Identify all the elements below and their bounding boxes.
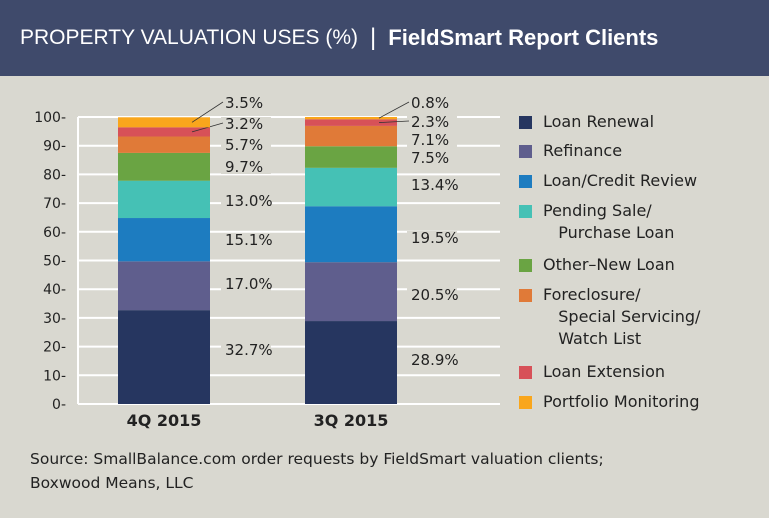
data-label-bg [407, 178, 457, 192]
data-label: 9.7% [225, 158, 263, 176]
data-label: 7.5% [411, 149, 449, 167]
legend-swatch [519, 205, 532, 218]
source-line-2: Boxwood Means, LLC [30, 474, 194, 492]
data-label: 2.3% [411, 113, 449, 131]
bar-segment [118, 261, 210, 311]
bar-segment [305, 125, 397, 147]
bar-segment [305, 117, 397, 120]
bar-segment [118, 152, 210, 181]
data-label-bg [221, 117, 271, 131]
bar-segment [305, 206, 397, 263]
data-label: 15.1% [225, 231, 273, 249]
leader-line [191, 101, 224, 123]
source-line-1: Source: SmallBalance.com order requests … [30, 450, 604, 468]
data-label: 3.2% [225, 115, 263, 133]
data-label-bg [407, 115, 457, 129]
data-label-bg [407, 353, 457, 367]
legend-label: Loan Extension [543, 362, 665, 381]
legend-label: Pending Sale/ Purchase Loan [543, 201, 675, 242]
legend-swatch [519, 145, 532, 158]
data-label: 19.5% [411, 229, 459, 247]
data-label: 32.7% [225, 341, 273, 359]
source-note: Source: SmallBalance.com order requests … [30, 447, 604, 495]
legend-swatch [519, 116, 532, 129]
leader-line [378, 120, 410, 123]
y-tick-label: 10- [43, 368, 66, 384]
bar-segment [118, 127, 210, 137]
data-label-bg [221, 160, 271, 174]
data-label-bg [407, 133, 457, 147]
legend-swatch [519, 289, 532, 302]
bar-segment [305, 146, 397, 168]
y-tick-label: 100- [34, 110, 66, 126]
legend-label: Loan/Credit Review [543, 171, 698, 190]
bar-segment [118, 117, 210, 128]
bar-segment [118, 136, 210, 153]
y-tick-label: 50- [43, 254, 66, 270]
data-label-bg [407, 288, 457, 302]
data-label: 3.5% [225, 94, 263, 112]
legend-label: Loan Renewal [543, 112, 655, 131]
data-label: 28.9% [411, 351, 459, 369]
y-tick-label: 60- [43, 225, 66, 241]
data-label: 0.8% [411, 94, 449, 112]
header-bar: PROPERTY VALUATION USES (%) | FieldSmart… [0, 0, 769, 76]
leader-line [378, 101, 410, 119]
data-label-bg [221, 343, 271, 357]
data-label-bg [221, 277, 271, 291]
y-tick-label: 90- [43, 139, 66, 155]
leader-line [191, 122, 224, 133]
title-separator: | [370, 24, 377, 51]
legend-swatch [519, 366, 532, 379]
bar-segment [305, 167, 397, 207]
data-label-bg [221, 96, 271, 110]
data-label: 17.0% [225, 275, 273, 293]
chart-subtitle: FieldSmart Report Clients [388, 25, 659, 50]
data-label: 5.7% [225, 136, 263, 154]
data-label-bg [407, 151, 457, 165]
y-tick-label: 80- [43, 167, 66, 183]
y-tick-label: 20- [43, 340, 66, 356]
bar-segment [118, 310, 210, 404]
data-label-bg [221, 194, 271, 208]
legend-swatch [519, 175, 532, 188]
data-label-bg [407, 231, 457, 245]
legend-label: Refinance [543, 141, 623, 160]
x-tick-label: 3Q 2015 [314, 411, 389, 430]
data-label: 20.5% [411, 286, 459, 304]
y-tick-label: 70- [43, 196, 66, 212]
legend-swatch [519, 396, 532, 409]
data-label: 13.4% [411, 176, 459, 194]
data-label-bg [407, 96, 457, 110]
y-tick-label: 40- [43, 282, 66, 298]
y-tick-label: 0- [52, 397, 66, 413]
data-label-bg [221, 138, 271, 152]
legend-label: Portfolio Monitoring [543, 392, 700, 411]
x-tick-label: 4Q 2015 [127, 411, 202, 430]
bar-segment [305, 262, 397, 322]
bar-segment [305, 321, 397, 404]
data-label-bg [221, 233, 271, 247]
legend-swatch [519, 259, 532, 272]
legend-label: Other–New Loan [543, 255, 675, 274]
y-tick-label: 30- [43, 311, 66, 327]
chart-title: PROPERTY VALUATION USES (%) [20, 26, 359, 49]
legend-label: Foreclosure/ Special Servicing/ Watch Li… [543, 285, 701, 348]
data-label: 13.0% [225, 192, 273, 210]
bar-segment [118, 218, 210, 262]
data-label: 7.1% [411, 131, 449, 149]
bar-segment [305, 119, 397, 126]
bar-segment [118, 180, 210, 219]
